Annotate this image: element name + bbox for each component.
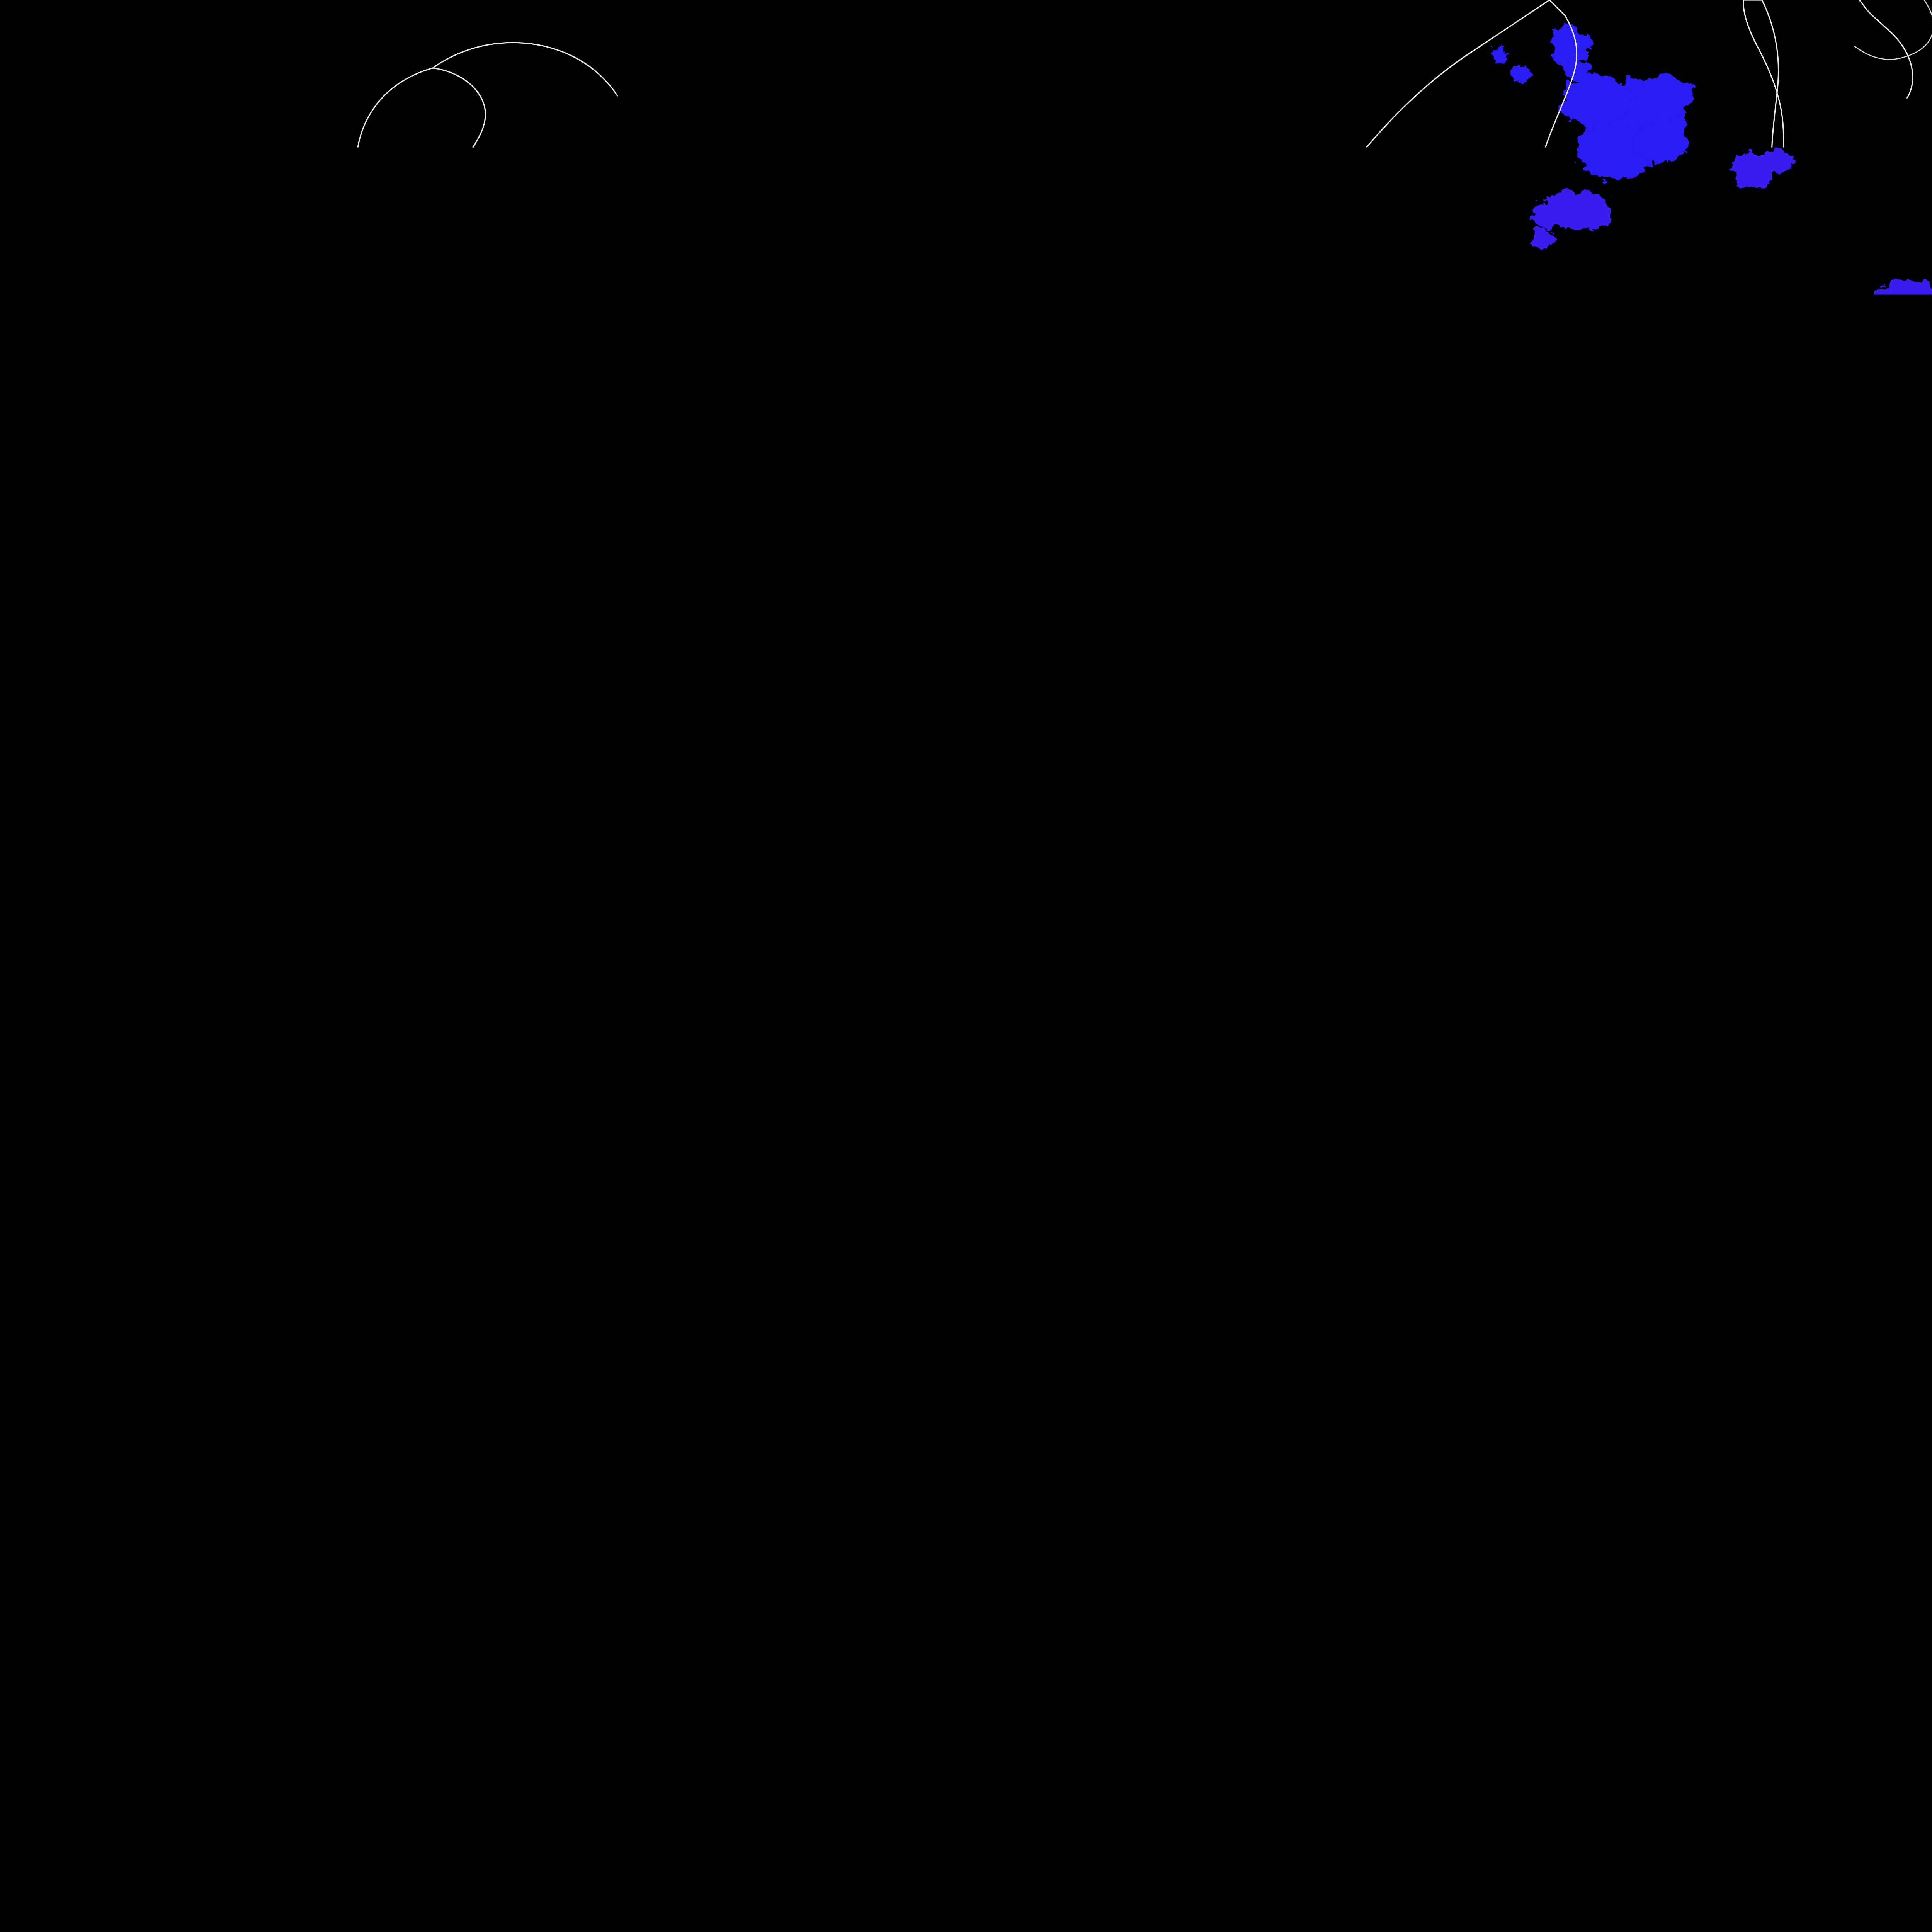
- ocean-color-raster-layer: [0, 0, 1932, 1932]
- satellite-image-canvas: [0, 0, 1932, 1932]
